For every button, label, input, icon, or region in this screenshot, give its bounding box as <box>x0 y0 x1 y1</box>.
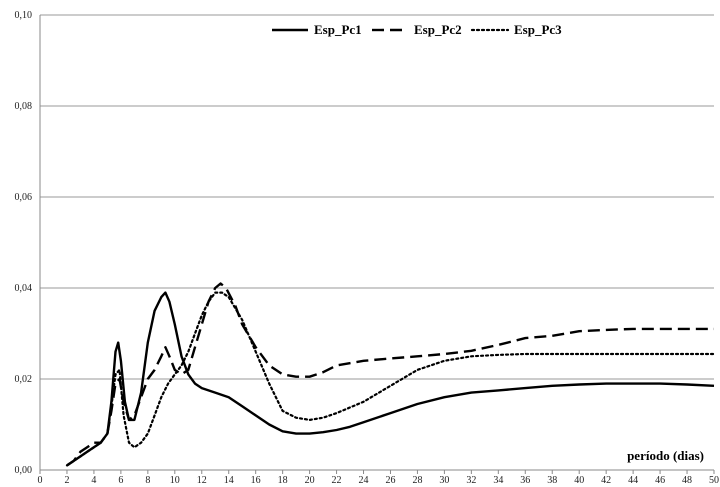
gridlines <box>40 14 714 380</box>
x-tick-label: 0 <box>38 475 43 486</box>
x-tick-label: 20 <box>305 475 315 486</box>
y-tick-label: 0,00 <box>15 465 33 476</box>
series-line-esp-pc1 <box>66 291 715 467</box>
x-axis-label: período (dias) <box>627 448 704 463</box>
x-tick-label: 48 <box>682 475 692 486</box>
x-tick-label: 42 <box>601 475 611 486</box>
series-line-esp-pc3 <box>65 291 716 467</box>
x-tick-label: 16 <box>251 475 261 486</box>
x-tick-label: 24 <box>359 475 369 486</box>
legend-label: Esp_Pc1 <box>314 22 362 37</box>
x-tick-label: 38 <box>547 475 557 486</box>
x-tick-label: 4 <box>91 475 96 486</box>
x-tick-label: 12 <box>197 475 207 486</box>
x-tick-label: 26 <box>385 475 395 486</box>
x-tick-label: 40 <box>574 475 584 486</box>
x-tick-label: 44 <box>628 475 638 486</box>
y-tick-label: 0,06 <box>15 192 33 203</box>
y-tick-labels: 0,00 0,02 0,04 0,06 0,08 0,10 <box>15 10 33 476</box>
legend: Esp_Pc1 Esp_Pc2 Esp_Pc3 <box>272 22 562 37</box>
y-tick-label: 0,08 <box>15 101 33 112</box>
y-tick-label: 0,10 <box>15 10 33 21</box>
x-tick-label: 32 <box>466 475 476 486</box>
series-lines <box>65 282 716 467</box>
axes <box>39 15 715 474</box>
x-tick-label: 22 <box>332 475 342 486</box>
x-tick-label: 28 <box>412 475 422 486</box>
x-tick-label: 34 <box>493 475 503 486</box>
x-tick-labels: 0 2 4 6 8 10 12 14 16 18 20 22 24 26 28 30 32 34 36 38 40 42 4… <box>38 475 720 486</box>
x-tick-label: 18 <box>278 475 288 486</box>
x-tick-label: 30 <box>439 475 449 486</box>
x-tick-label: 14 <box>224 475 234 486</box>
y-tick-label: 0,02 <box>15 374 33 385</box>
x-tick-label: 46 <box>655 475 665 486</box>
legend-label: Esp_Pc3 <box>514 22 562 37</box>
x-tick-label: 50 <box>709 475 719 486</box>
series-line-esp-pc2 <box>66 282 714 467</box>
x-tick-label: 8 <box>145 475 150 486</box>
x-tick-label: 6 <box>118 475 123 486</box>
x-tick-label: 36 <box>520 475 530 486</box>
x-tick-label: 10 <box>170 475 180 486</box>
legend-label: Esp_Pc2 <box>414 22 462 37</box>
x-tick-label: 2 <box>64 475 69 486</box>
y-tick-label: 0,04 <box>15 283 33 294</box>
